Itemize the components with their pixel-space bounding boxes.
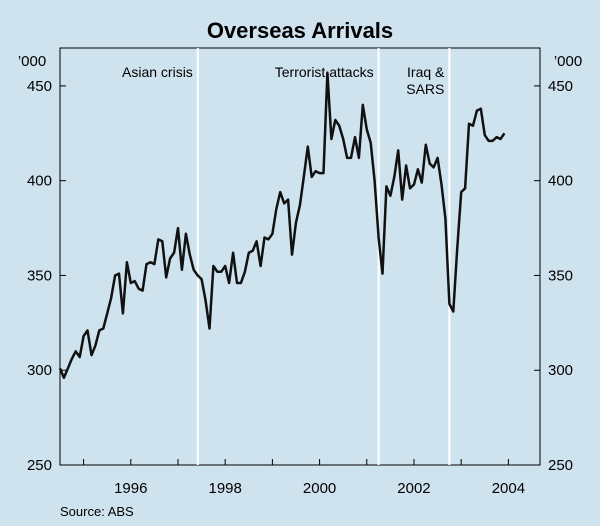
y-tick-label-right-400: 400 (548, 173, 573, 190)
event-label-0: Asian crisis (122, 64, 193, 80)
y-tick-label-right-450: 450 (548, 78, 573, 95)
x-tick-label-2004: 2004 (492, 480, 525, 497)
y-tick-label-left-450: 450 (27, 78, 52, 95)
y-tick-label-left-400: 400 (27, 173, 52, 190)
y-tick-label-left-250: 250 (27, 457, 52, 474)
event-label-2-1: SARS (406, 81, 444, 97)
plot-area (59, 47, 541, 466)
series-group (58, 71, 506, 380)
x-axis-ticks: 1996 1998 2000 2002 2004 (83, 459, 525, 497)
y-tick-label-right-250: 250 (548, 457, 573, 474)
y-axis-ticks: 250 250 300 300 350 350 400 400 450 450 (27, 78, 573, 474)
source-note: Source: ABS (60, 504, 134, 519)
event-label-1: Terrorist attacks (275, 64, 374, 80)
left-axis-unit-label: ’000 (18, 53, 46, 70)
chart-title: Overseas Arrivals (207, 18, 393, 43)
x-tick-label-1998: 1998 (209, 480, 242, 497)
y-tick-label-left-350: 350 (27, 267, 52, 284)
y-tick-label-right-300: 300 (548, 362, 573, 379)
series-line-0 (58, 71, 506, 380)
x-tick-label-1996: 1996 (114, 480, 147, 497)
y-tick-label-left-300: 300 (27, 362, 52, 379)
y-tick-label-right-350: 350 (548, 267, 573, 284)
x-tick-label-2000: 2000 (303, 480, 336, 497)
x-tick-label-2002: 2002 (397, 480, 430, 497)
event-label-2-0: Iraq & (407, 64, 445, 80)
event-markers: Asian crisis Terrorist attacks Iraq &SARS (122, 48, 451, 465)
right-axis-unit-label: ’000 (554, 53, 582, 70)
